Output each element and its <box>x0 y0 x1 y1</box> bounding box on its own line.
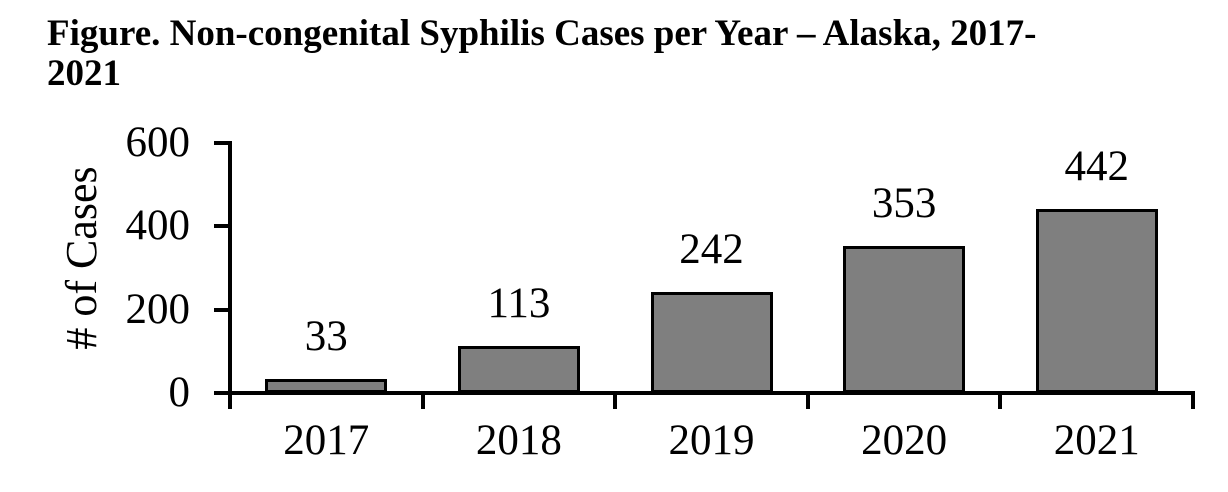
y-tick-label: 400 <box>125 202 191 250</box>
x-tick-mark <box>998 395 1003 409</box>
x-axis-line <box>228 391 1195 395</box>
figure-title: Figure. Non-congenital Syphilis Cases pe… <box>47 14 1207 94</box>
bar-value-label: 442 <box>1064 142 1129 190</box>
x-tick-mark <box>805 395 810 409</box>
bar <box>265 379 388 393</box>
y-tick-mark <box>214 141 230 145</box>
bar-value-label: 242 <box>679 226 744 274</box>
x-tick-mark <box>613 395 618 409</box>
x-tick-label: 2020 <box>861 417 948 464</box>
x-tick-label: 2021 <box>1053 417 1140 464</box>
y-tick-mark <box>214 307 230 312</box>
x-tick-mark <box>1191 395 1195 409</box>
bar <box>1035 208 1158 393</box>
x-tick-label: 2018 <box>475 417 562 464</box>
bar-value-label: 33 <box>304 313 348 361</box>
y-tick-mark <box>214 391 230 395</box>
figure-title-line1: Figure. Non-congenital Syphilis Cases pe… <box>47 13 1037 54</box>
x-tick-label: 2019 <box>668 417 755 464</box>
y-tick-label: 200 <box>125 285 191 333</box>
bar <box>457 345 580 393</box>
bar-value-label: 113 <box>487 279 551 327</box>
bar <box>843 245 966 393</box>
y-tick-label: 0 <box>168 369 191 416</box>
bar-value-label: 353 <box>871 179 937 227</box>
y-tick-mark <box>214 224 230 229</box>
x-tick-label: 2017 <box>283 417 370 464</box>
y-axis-line <box>228 141 232 409</box>
x-tick-mark <box>420 395 425 409</box>
figure-title-line2: 2021 <box>47 53 121 94</box>
y-tick-label: 600 <box>125 119 191 166</box>
bar <box>650 292 773 393</box>
